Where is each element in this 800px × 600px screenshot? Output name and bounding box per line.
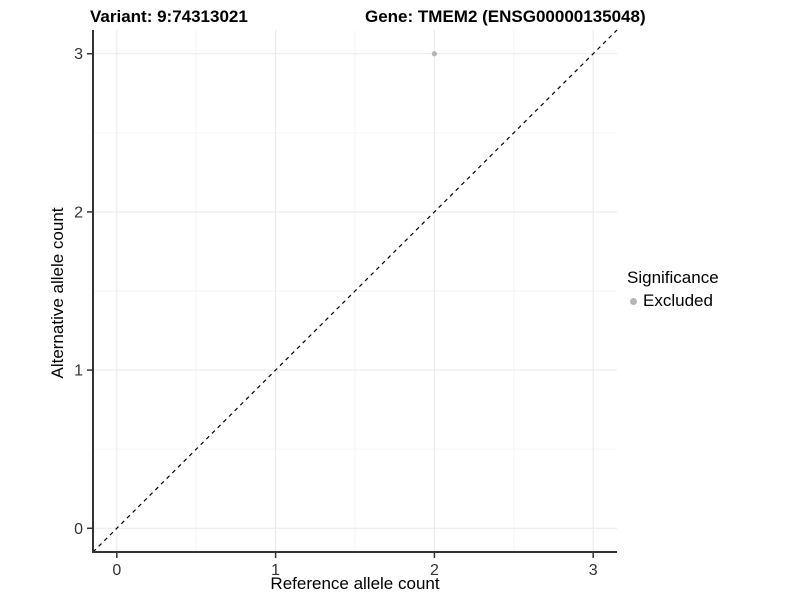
- y-tick-label: 2: [74, 204, 83, 221]
- y-axis-label: Alternative allele count: [48, 207, 67, 379]
- legend-item-excluded: Excluded: [627, 291, 719, 311]
- x-tick-label: 3: [589, 562, 598, 579]
- x-tick-label: 2: [430, 562, 439, 579]
- y-tick-label: 1: [74, 363, 83, 380]
- legend-point-icon: [630, 297, 637, 305]
- x-axis-label: Reference allele count: [270, 574, 440, 593]
- legend-title: Significance: [627, 268, 719, 287]
- y-tick-label: 3: [74, 46, 83, 63]
- legend-item-label: Excluded: [643, 291, 713, 310]
- y-tick-label: 0: [74, 521, 83, 538]
- x-tick-label: 1: [271, 562, 280, 579]
- variant-title: Variant: 9:74313021: [90, 7, 248, 26]
- legend: Significance Excluded: [627, 268, 719, 311]
- x-tick-label: 0: [112, 562, 121, 579]
- data-point: [431, 51, 437, 57]
- gene-title: Gene: TMEM2 (ENSG00000135048): [365, 7, 646, 26]
- identity-line: [92, 29, 618, 553]
